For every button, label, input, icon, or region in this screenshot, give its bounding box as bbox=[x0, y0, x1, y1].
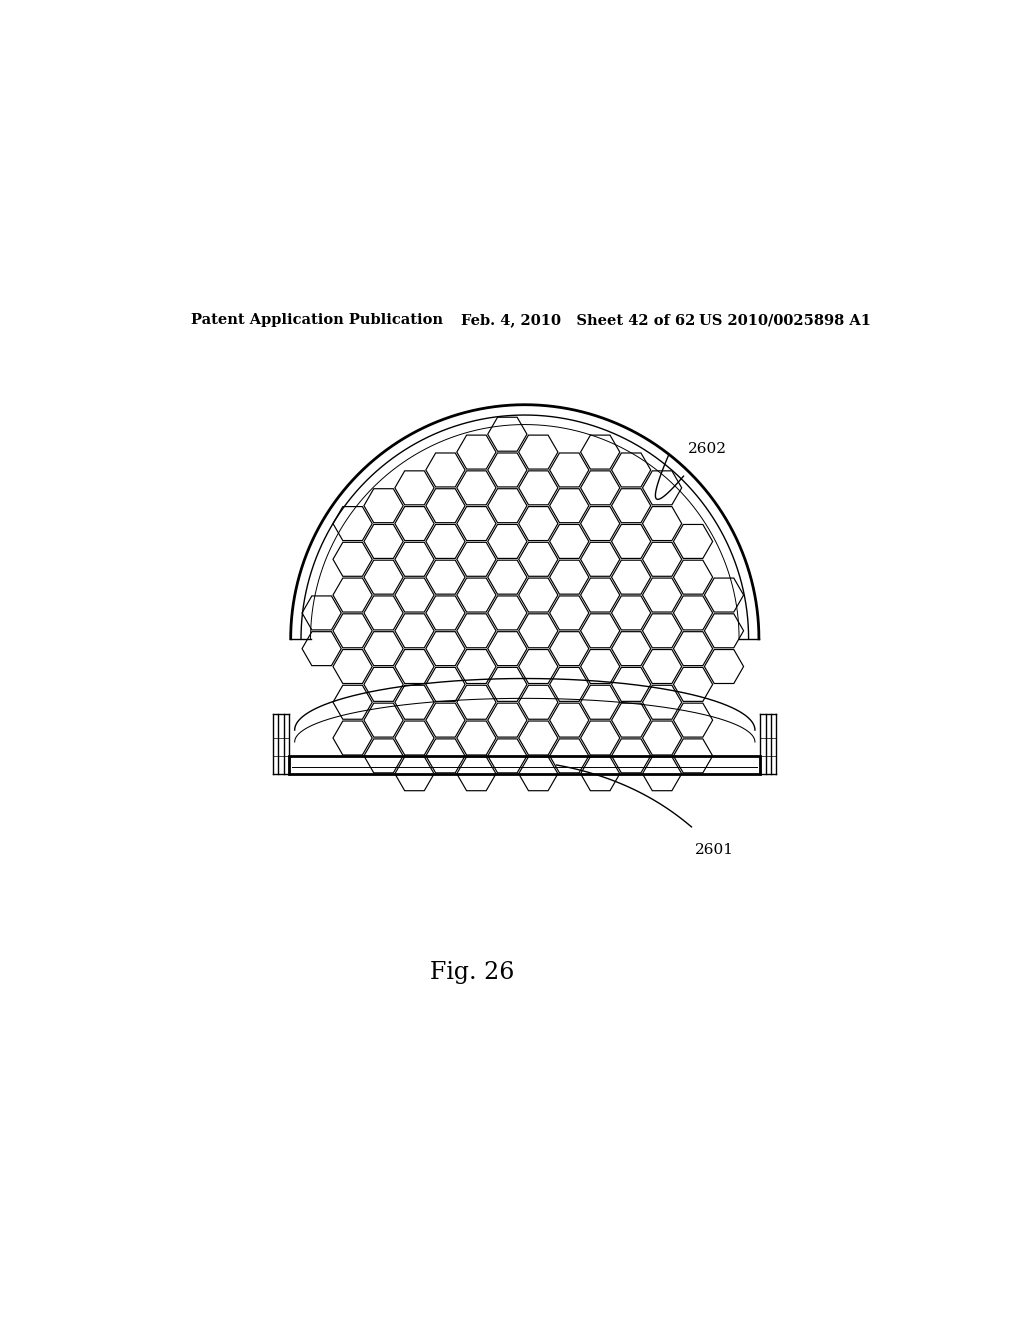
Text: 2601: 2601 bbox=[695, 842, 734, 857]
Text: Feb. 4, 2010   Sheet 42 of 62: Feb. 4, 2010 Sheet 42 of 62 bbox=[461, 313, 695, 327]
Bar bbox=[289, 756, 761, 774]
Text: US 2010/0025898 A1: US 2010/0025898 A1 bbox=[699, 313, 871, 327]
Text: 2602: 2602 bbox=[687, 442, 726, 457]
Text: Fig. 26: Fig. 26 bbox=[430, 961, 514, 983]
Text: Patent Application Publication: Patent Application Publication bbox=[191, 313, 443, 327]
